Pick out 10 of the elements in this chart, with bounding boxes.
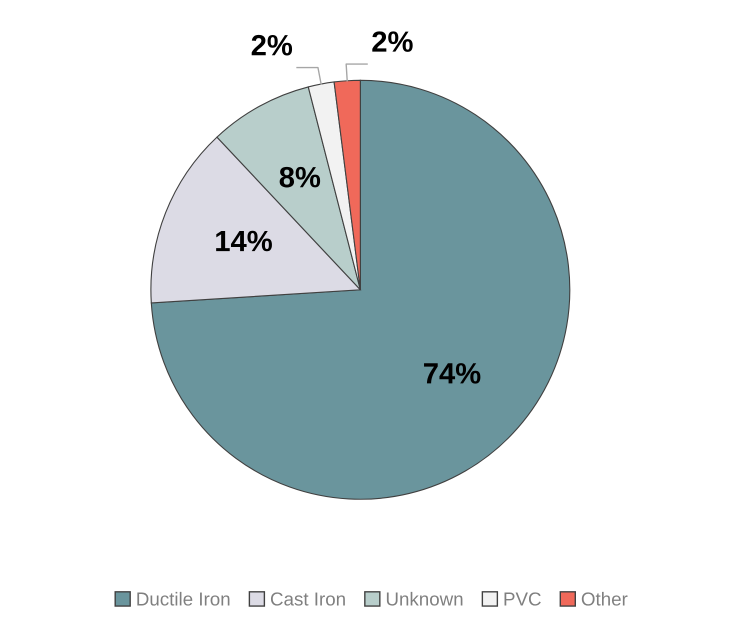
legend-label: Other [582, 592, 628, 606]
legend-label: PVC [504, 592, 541, 606]
data-label: 74% [424, 363, 480, 384]
legend-label: Unknown [386, 592, 462, 606]
legend-label: Ductile Iron [137, 592, 230, 606]
data-label: 2% [372, 31, 413, 52]
data-label: 14% [216, 230, 272, 252]
legend-label: Cast Iron [270, 592, 345, 606]
data-label: 2% [252, 34, 292, 56]
data-label: 8% [280, 166, 320, 188]
